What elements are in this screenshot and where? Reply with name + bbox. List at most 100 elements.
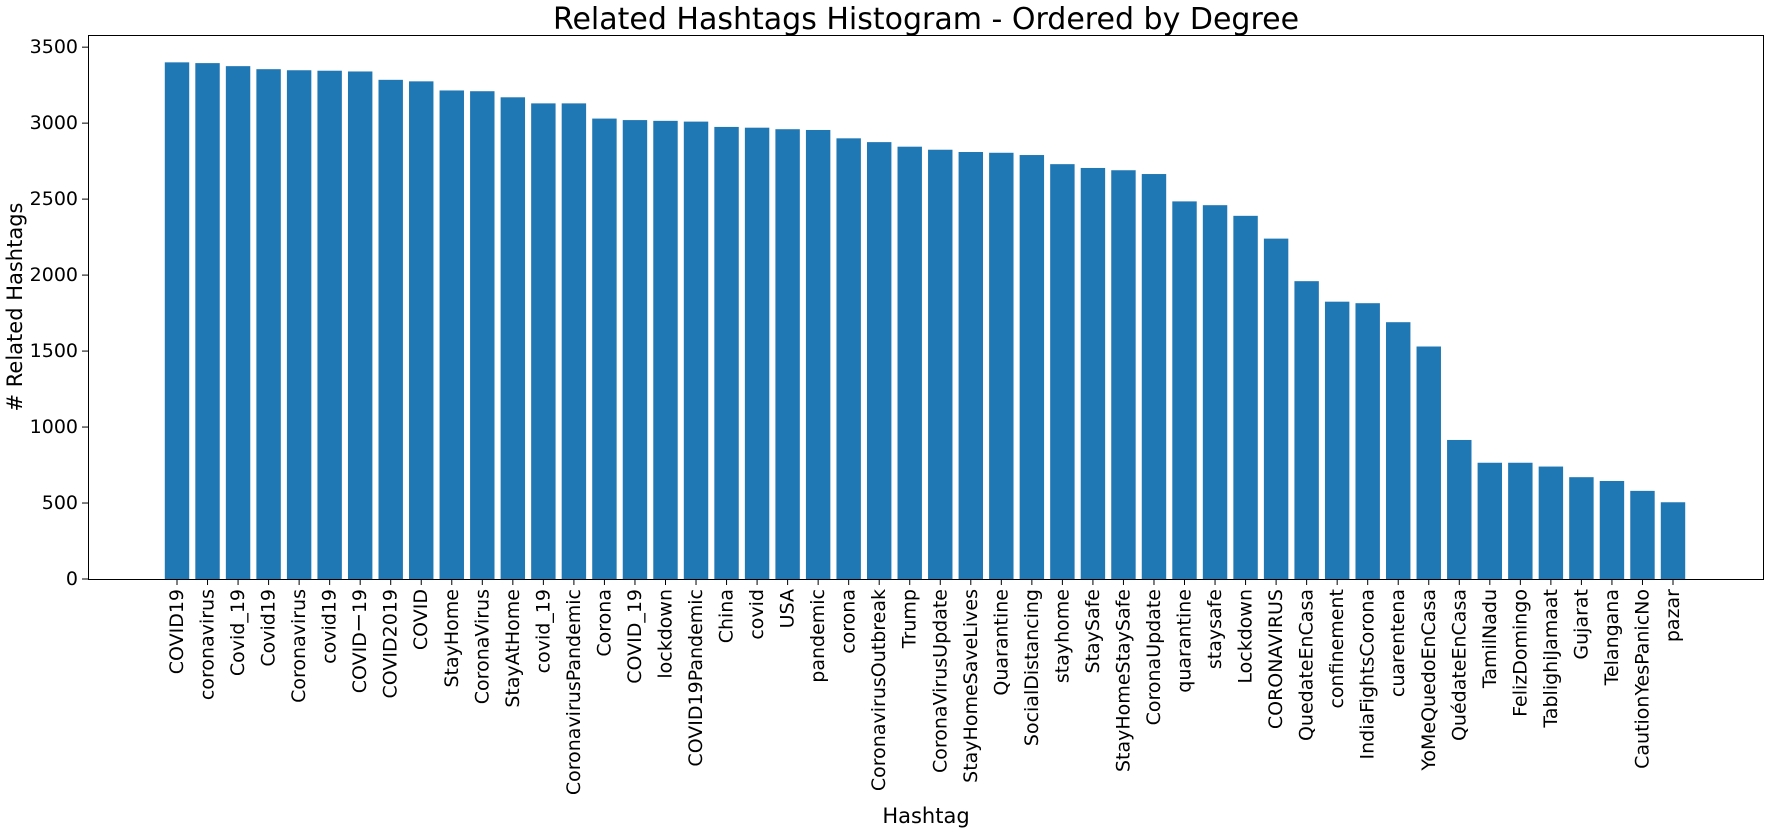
x-tick-label: IndiaFightsCorona [1357, 589, 1379, 760]
bar [317, 70, 342, 580]
y-tick-label: 3000 [30, 112, 78, 134]
x-tick-label: corona [838, 589, 860, 654]
bar [775, 129, 800, 579]
bar [195, 63, 220, 580]
bar [897, 146, 922, 579]
y-tick-label: 0 [66, 568, 78, 590]
bar [409, 81, 434, 579]
y-tick-label: 3500 [30, 36, 78, 58]
plot-frame [88, 35, 1764, 580]
x-tick-label: pandemic [807, 589, 829, 683]
bar [1660, 502, 1686, 579]
x-tick-label: lockdown [654, 589, 676, 679]
x-tick-label: coronavirus [197, 589, 219, 700]
y-axis: 0 500 1000 1500 2000 2500 3000 3500 [30, 36, 88, 590]
x-axis-label: Hashtag [882, 804, 969, 828]
bar [592, 118, 617, 579]
x-tick-label: Gujarat [1570, 589, 1592, 660]
x-tick-label: QuédateEnCasa [1448, 589, 1470, 741]
x-tick-label: Corona [593, 589, 615, 657]
x-tick-label: cuarentena [1387, 589, 1409, 697]
bar [1599, 480, 1625, 579]
bar [531, 103, 556, 579]
x-tick-label: COVID [410, 589, 432, 650]
x-tick-label: Covid_19 [227, 589, 249, 676]
bar [378, 79, 403, 579]
x-tick-label: quarantine [1174, 589, 1196, 693]
bar [256, 69, 281, 579]
bar [1294, 281, 1319, 579]
x-tick-label: Coronavirus [288, 589, 310, 703]
x-tick-label: TablighiJamaat [1540, 589, 1562, 729]
bar [1355, 303, 1380, 579]
x-tick-label: Quarantine [990, 589, 1012, 696]
y-tick-label: 500 [42, 492, 78, 514]
bar [561, 103, 587, 579]
bar [1172, 201, 1197, 579]
bar [989, 152, 1014, 579]
x-tick-label: CoronaVirusUpdate [929, 589, 951, 773]
bar [1569, 477, 1594, 579]
y-tick-label: 2500 [30, 188, 78, 210]
x-tick-label: StayHome [441, 589, 463, 688]
x-tick-label: COVID_19 [624, 589, 646, 684]
x-tick-label: YoMeQuedoEnCasa [1418, 589, 1440, 772]
x-tick-label: pazar [1662, 589, 1684, 642]
bar [1050, 164, 1075, 579]
bar [744, 127, 770, 579]
x-tick-label: covid19 [319, 589, 341, 664]
bar [1080, 167, 1106, 579]
x-tick-label: StayHomeSaveLives [960, 589, 982, 783]
x-tick-label: COVID19Pandemic [685, 589, 707, 767]
bar [683, 121, 709, 580]
bar [1111, 170, 1136, 580]
bar [1263, 238, 1289, 579]
x-tick-label: Covid19 [258, 589, 280, 667]
x-tick-label: CoronavirusOutbreak [868, 589, 890, 791]
bar [1202, 205, 1228, 579]
bar [470, 91, 495, 579]
x-tick-label: stayhome [1051, 589, 1073, 683]
bar [805, 129, 831, 579]
x-tick-label: COVID19 [166, 589, 188, 674]
x-tick-label: TamilNadu [1479, 589, 1501, 689]
y-tick-label: 2000 [30, 264, 78, 286]
bar [1416, 346, 1441, 579]
bar [958, 152, 983, 579]
bar [1508, 462, 1533, 579]
bar [622, 120, 648, 579]
x-tick-label: SocialDistancing [1021, 589, 1043, 746]
x-axis: COVID19 coronavirus Covid_19 Covid19 Coronav… [166, 579, 1684, 795]
x-tick-label: covid_19 [532, 589, 554, 673]
bar [1630, 490, 1655, 579]
x-tick-label: China [716, 589, 738, 643]
bar [1386, 322, 1411, 579]
x-tick-label: StaySafe [1082, 589, 1104, 673]
bar [928, 149, 953, 580]
x-tick-label: staysafe [1204, 589, 1226, 669]
x-tick-label: confinement [1326, 589, 1348, 709]
bar [500, 97, 526, 580]
y-axis-label: # Related Hashtags [3, 203, 27, 412]
bar [1447, 439, 1472, 579]
bars-group [164, 62, 1686, 580]
x-tick-label: FelizDomingo [1509, 589, 1531, 717]
bar [1477, 462, 1503, 579]
bar [347, 71, 373, 579]
bar [164, 62, 190, 580]
bar [866, 142, 892, 579]
x-tick-label: Telangana [1601, 589, 1623, 686]
x-tick-label: COVIDー19 [349, 589, 371, 693]
bar [1141, 174, 1167, 580]
bar [653, 120, 678, 579]
x-tick-label: CoronavirusPandemic [563, 589, 585, 795]
x-tick-label: CORONAVIRUS [1265, 589, 1287, 729]
bar [1233, 215, 1258, 579]
x-tick-label: COVID2019 [380, 589, 402, 698]
bar [1019, 155, 1045, 580]
x-tick-label: covid [746, 589, 768, 640]
bar [1324, 301, 1350, 579]
x-tick-label: USA [777, 589, 799, 628]
chart-title: Related Hashtags Histogram - Ordered by … [553, 2, 1299, 37]
x-tick-label: CoronaUpdate [1143, 589, 1165, 725]
